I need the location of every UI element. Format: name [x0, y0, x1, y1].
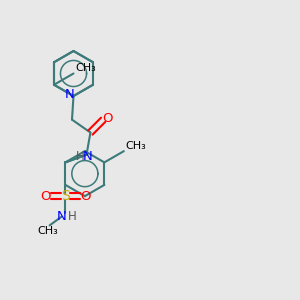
Text: CH₃: CH₃: [125, 141, 146, 151]
Text: CH₃: CH₃: [38, 226, 58, 236]
Text: O: O: [80, 190, 91, 202]
Text: H: H: [68, 210, 76, 223]
Text: H: H: [76, 150, 84, 163]
Text: N: N: [83, 150, 93, 163]
Text: S: S: [61, 189, 70, 203]
Text: N: N: [65, 88, 74, 101]
Text: N: N: [57, 210, 67, 223]
Text: CH₃: CH₃: [75, 63, 96, 73]
Text: O: O: [102, 112, 113, 125]
Text: O: O: [40, 190, 51, 202]
